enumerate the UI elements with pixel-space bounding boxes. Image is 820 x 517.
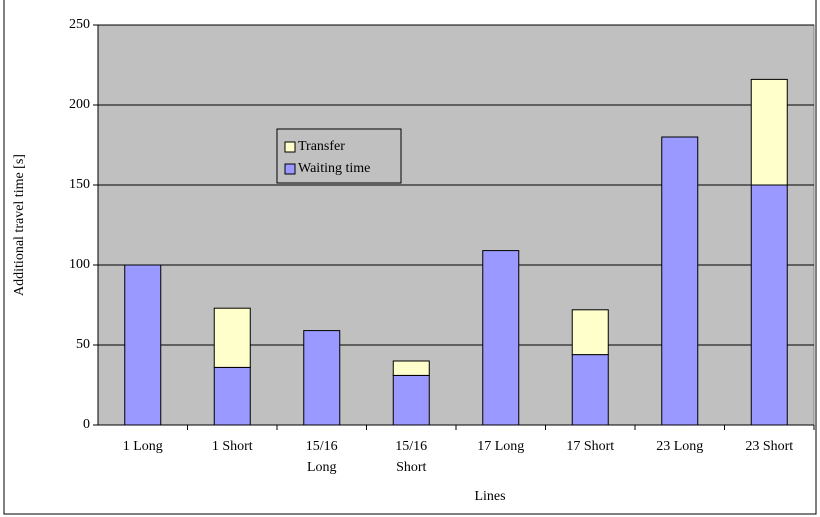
x-tick-label: 17 Short — [566, 439, 615, 454]
legend-label: Waiting time — [298, 161, 370, 176]
bar-segment — [303, 330, 341, 426]
x-tick-label: 23 Long — [656, 439, 704, 454]
x-axis-label: Lines — [474, 489, 505, 504]
bar-segment — [571, 354, 609, 426]
bar-segment — [750, 184, 788, 426]
plot-area — [97, 24, 815, 426]
legend-box — [276, 128, 402, 184]
bar-segment — [392, 360, 430, 376]
x-tick-label: 15/16 Long — [305, 439, 338, 475]
y-tick-label: 150 — [69, 177, 90, 192]
y-tick-label: 100 — [69, 257, 90, 272]
legend-swatch — [284, 141, 296, 153]
y-axis-label: Additional travel time [s] — [12, 154, 27, 296]
x-tick-label: 15/16 Short — [395, 439, 428, 475]
legend-swatch — [284, 163, 296, 175]
y-tick-label: 200 — [69, 97, 90, 112]
legend-label: Transfer — [298, 139, 345, 154]
bar-segment — [750, 78, 788, 186]
bar-segment — [213, 366, 251, 426]
bar-segment — [392, 374, 430, 426]
bar-segment — [571, 309, 609, 356]
bar-segment — [482, 250, 520, 426]
y-tick-label: 0 — [83, 417, 90, 432]
x-tick-label: 23 Short — [745, 439, 794, 454]
x-tick-label: 1 Short — [211, 439, 253, 454]
bar-segment — [124, 264, 162, 426]
y-tick-label: 50 — [76, 337, 90, 352]
y-tick-label: 250 — [69, 17, 90, 32]
bar-segment — [213, 307, 251, 368]
x-tick-label: 17 Long — [477, 439, 525, 454]
x-tick-label: 1 Long — [122, 439, 163, 454]
bar-segment — [661, 136, 699, 426]
chart-border — [3, 0, 817, 515]
